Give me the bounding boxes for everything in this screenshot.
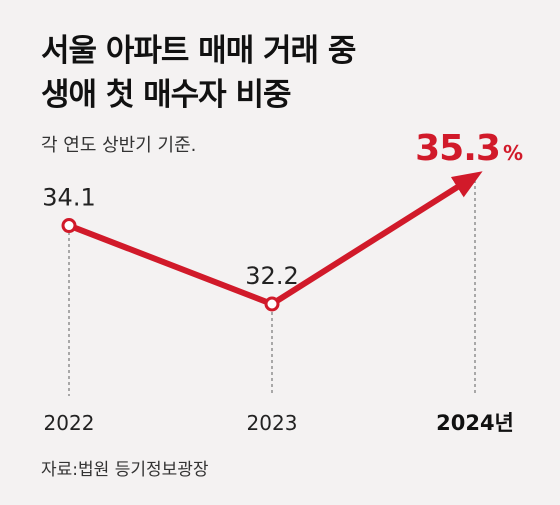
guide-lines <box>68 180 476 396</box>
x-tick-2023: 2023 <box>247 411 298 435</box>
x-tick-2024: 2024년 <box>436 411 514 435</box>
chart-subtitle: 각 연도 상반기 기준. <box>41 135 196 156</box>
x-tick-2022: 2022 <box>44 411 95 435</box>
chart-title-line-1: 서울 아파트 매매 거래 중 <box>41 33 356 69</box>
data-point-2023 <box>264 296 280 312</box>
data-label-2022: 34.1 <box>42 184 95 212</box>
data-label-2024: 35.3% <box>415 128 523 169</box>
chart-title-line-2: 생애 첫 매수자 비중 <box>41 77 291 113</box>
data-label-2024-value: 35.3 <box>415 128 500 169</box>
source-note: 자료:법원 등기정보광장 <box>41 460 209 480</box>
data-point-2022 <box>61 218 77 234</box>
data-label-2023: 32.2 <box>245 262 298 290</box>
data-label-2024-unit: % <box>503 141 523 165</box>
